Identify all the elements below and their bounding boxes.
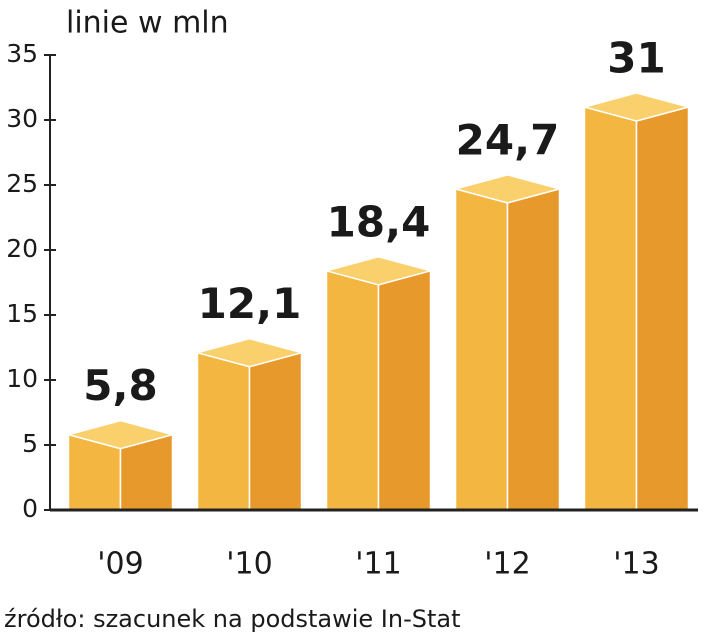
value-label: 31 bbox=[607, 34, 665, 83]
y-tick-label: 35 bbox=[6, 39, 38, 68]
bar-side bbox=[506, 187, 561, 511]
bar-top bbox=[581, 92, 692, 122]
bar-front bbox=[196, 351, 251, 511]
bar-top bbox=[194, 337, 305, 368]
bar bbox=[452, 174, 563, 511]
bar-front bbox=[454, 187, 509, 511]
bar-top bbox=[65, 419, 176, 450]
bar-side bbox=[248, 351, 303, 511]
y-tick-label: 5 bbox=[22, 429, 38, 458]
bar-side bbox=[377, 269, 432, 511]
bar bbox=[65, 419, 176, 511]
y-tick-label: 30 bbox=[6, 104, 38, 133]
x-tick-label: '10 bbox=[226, 547, 272, 582]
x-tick-label: '11 bbox=[355, 547, 401, 582]
bar-front bbox=[325, 269, 380, 511]
x-tick-label: '09 bbox=[97, 547, 143, 582]
y-tick-label: 10 bbox=[6, 364, 38, 393]
y-tick-label: 25 bbox=[6, 169, 38, 198]
value-label: 24,7 bbox=[456, 115, 560, 164]
bar-top bbox=[323, 256, 434, 286]
y-tick-label: 0 bbox=[22, 494, 38, 523]
y-tick-label: 15 bbox=[6, 299, 38, 328]
y-tick-label: 20 bbox=[6, 234, 38, 263]
bar bbox=[194, 337, 305, 511]
x-tick-label: '12 bbox=[484, 547, 530, 582]
source-note: źródło: szacunek na podstawie In-Stat bbox=[4, 605, 461, 633]
value-label: 18,4 bbox=[327, 197, 431, 246]
bar-side bbox=[635, 106, 690, 511]
value-label: 5,8 bbox=[83, 361, 157, 410]
x-tick-label: '13 bbox=[613, 547, 659, 582]
value-label: 12,1 bbox=[198, 279, 302, 328]
bar bbox=[323, 256, 434, 511]
bar bbox=[581, 92, 692, 511]
bar-front bbox=[583, 106, 638, 511]
chart-title: linie w mln bbox=[66, 6, 229, 41]
bar-top bbox=[452, 174, 563, 204]
